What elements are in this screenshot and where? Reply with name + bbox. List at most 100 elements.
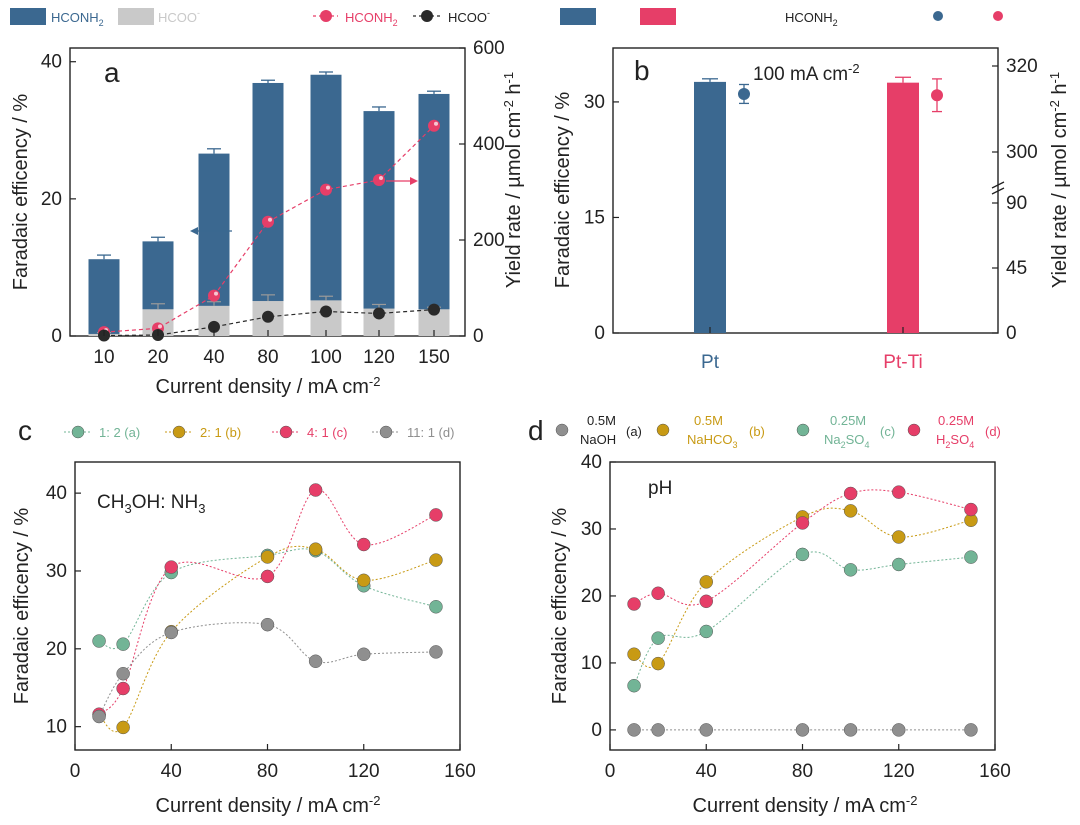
point-yield-hconh2 — [428, 119, 440, 132]
panel-a: HCONH2 HCOO- HCONH2 HCOO- 10 20 40 80 100 120… — [10, 8, 525, 398]
series-point-c-1 — [260, 550, 275, 564]
series-point-d-3 — [843, 486, 858, 501]
legend-c-label: 11: 1 (d) — [407, 425, 454, 440]
plot-frame-d — [609, 461, 996, 751]
legend-a-marker-hcoo — [421, 10, 433, 22]
series-point-d-0 — [627, 723, 641, 737]
series-point-c-2 — [116, 681, 130, 696]
x-tick-b-label: Pt — [701, 352, 720, 373]
point-yield-hconh2 — [262, 215, 274, 228]
legend-d-label-c-conc: 0.25M — [830, 413, 866, 428]
legend-a-label-hconh2-bar: HCONH2 — [51, 10, 104, 28]
y-tick-a-label: 40 — [41, 52, 62, 73]
legend-d-marker — [656, 423, 670, 437]
series-point-d-0 — [843, 723, 858, 737]
x-tick-a-label: 20 — [147, 347, 168, 368]
series-point-d-0 — [699, 723, 713, 737]
legend-b-swatch-ptti — [640, 8, 676, 25]
y2-tick-b-label: 45 — [1006, 258, 1027, 279]
series-line-d-1 — [633, 507, 972, 668]
y-tick-d-label: 10 — [581, 653, 602, 674]
point-yield-hconh2 — [320, 183, 332, 196]
point-yield-hcoo — [373, 307, 385, 320]
legend-a-marker-hconh2 — [320, 10, 332, 22]
legend-a-label-hcoo-bar: HCOO- — [158, 8, 200, 25]
y2-tick-a-label: 0 — [473, 326, 484, 347]
legend-d-part: SO — [950, 432, 969, 447]
x-tick-d-label: 0 — [605, 761, 616, 782]
point-yield-hcoo — [428, 303, 440, 316]
legend-d-marker — [796, 423, 810, 437]
panel-label-b: b — [634, 55, 650, 86]
series-point-c-1 — [116, 720, 130, 735]
annotation-c: CH3OH: NH3 — [97, 492, 205, 516]
series-line-c-0 — [98, 548, 437, 650]
series-line-d-3 — [633, 489, 972, 606]
x-tick-d-label: 120 — [883, 761, 915, 782]
series-point-d-0 — [964, 723, 978, 737]
bar-fe-1 — [887, 82, 919, 333]
series-point-c-0 — [116, 637, 130, 651]
x-tick-a-label: 40 — [203, 347, 224, 368]
legend-d-label-c-name: Na2SO4 — [824, 432, 869, 450]
series-point-d-1 — [843, 504, 858, 518]
legend-c-label: 2: 1 (b) — [200, 425, 241, 440]
legend-d-sub: 3 — [733, 440, 738, 450]
point-highlight — [434, 121, 438, 126]
legend-c-marker — [71, 425, 85, 439]
point-highlight — [158, 324, 162, 329]
x-tick-d-label: 80 — [792, 761, 813, 782]
legend-d-sub: 2 — [841, 440, 846, 450]
point-yield-hcoo — [320, 305, 332, 318]
series-point-d-2 — [627, 678, 641, 693]
series-point-d-3 — [892, 485, 906, 499]
bar-hconh2 — [252, 82, 284, 336]
bar-hconh2 — [363, 111, 395, 336]
legend-b-marker-ptti — [993, 11, 1003, 21]
y2-tick-a-label: 200 — [473, 230, 505, 251]
legend-c-marker — [172, 425, 186, 439]
series-point-d-3 — [964, 502, 978, 517]
panel-c: c 1: 2 (a) 2: 1 (b) 4: 1 (c) 11: 1 (d) 0 40 8… — [11, 415, 476, 817]
series-point-c-3 — [116, 666, 130, 681]
y-axis-label-d: Faradaic efficency / % — [549, 508, 571, 705]
y-tick-c-label: 10 — [46, 717, 67, 738]
series-line-d-2 — [633, 551, 971, 686]
y-tick-c-label: 20 — [46, 639, 67, 660]
legend-d-sub: 4 — [864, 440, 869, 450]
bar-hconh2 — [310, 74, 342, 336]
point-yield-hconh2 — [373, 174, 385, 186]
series-point-c-3 — [92, 709, 106, 724]
point-yield-0 — [738, 87, 750, 100]
series-point-d-3 — [795, 516, 810, 530]
x-axis-label-a: Current density / mA cm-2 — [156, 374, 381, 398]
y-tick-d-label: 0 — [591, 720, 602, 741]
point-yield-1 — [931, 89, 943, 102]
series-point-d-2 — [795, 547, 810, 562]
y2-tick-b-label: 320 — [1006, 56, 1038, 77]
series-point-c-0 — [429, 600, 443, 614]
series-point-d-0 — [892, 723, 906, 737]
y2-axis-label-a: Yield rate / µmol cm-2 h-1 — [501, 72, 525, 288]
panel-label-c: c — [18, 415, 32, 446]
x-tick-d-label: 160 — [979, 761, 1011, 782]
arrow-left-head — [190, 227, 198, 235]
arrow-right-head — [410, 177, 418, 185]
legend-d-label-b-conc: 0.5M — [694, 413, 723, 428]
series-point-d-2 — [892, 557, 906, 572]
point-highlight — [326, 185, 330, 190]
x-tick-c-label: 40 — [161, 761, 182, 782]
legend-d-label-a-tag: (a) — [626, 424, 642, 439]
bar-hconh2 — [418, 93, 450, 336]
y-tick-b-label: 0 — [594, 323, 605, 344]
x-tick-d-label: 40 — [696, 761, 717, 782]
series-point-c-1 — [429, 553, 443, 567]
series-point-d-3 — [699, 594, 713, 609]
x-tick-a-label: 80 — [257, 347, 278, 368]
legend-a-swatch-hconh2-bar — [10, 8, 46, 25]
x-axis-label-c: Current density / mA cm-2 — [156, 793, 381, 817]
legend-d-label-a-name: NaOH — [580, 432, 616, 447]
legend-d-label-d-name: H2SO4 — [936, 432, 974, 450]
point-yield-hcoo — [262, 310, 274, 323]
